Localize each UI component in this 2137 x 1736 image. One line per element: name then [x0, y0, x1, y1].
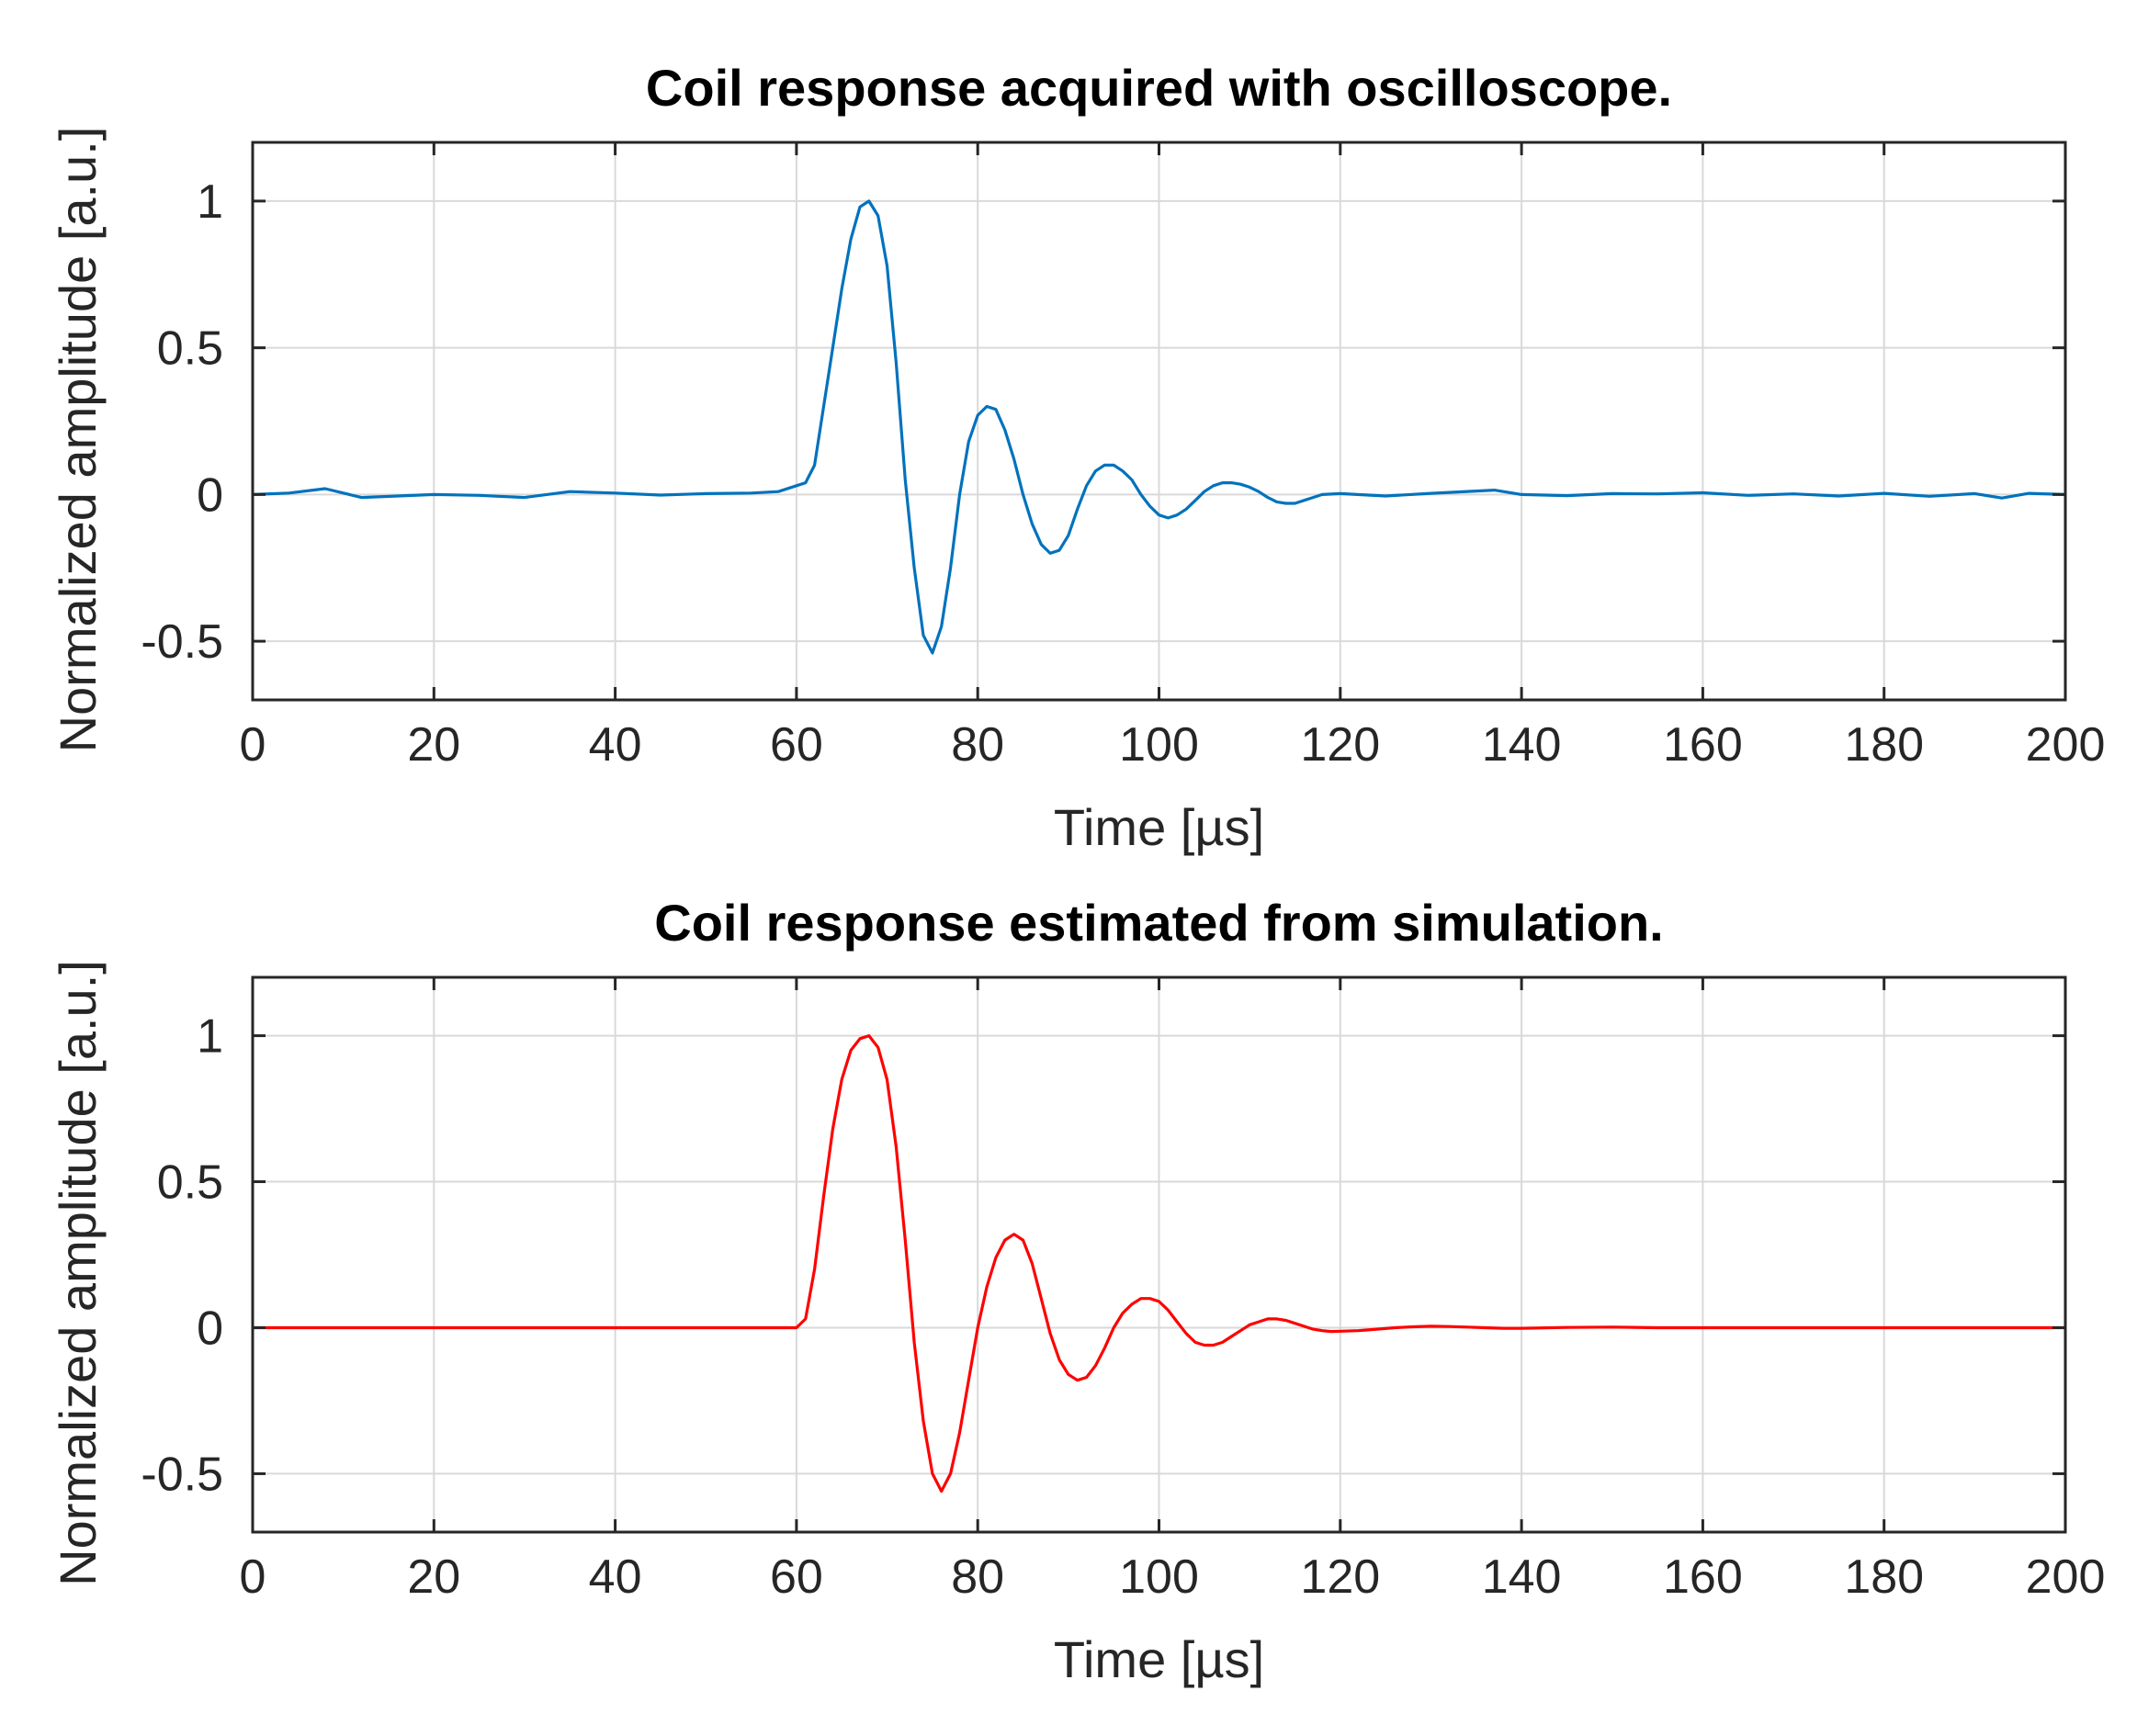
- y-axis-label: Normalized amplitude [a.u.]: [49, 127, 107, 753]
- x-tick-label: 100: [1119, 718, 1199, 772]
- y-tick-label: 0.5: [157, 322, 223, 376]
- x-tick-label: 40: [589, 1550, 642, 1604]
- chart-panel-2: 0 20 40 60 80 100 120 140 160 180 200 -0.5 0 0.5 1 Coil…: [49, 894, 2105, 1688]
- data-series-line-1: [252, 199, 2066, 655]
- x-tick-label: 0: [240, 1550, 266, 1604]
- x-tick-label: 80: [951, 1550, 1004, 1604]
- x-tick-label: 20: [407, 718, 460, 772]
- y-tick-label: -0.5: [141, 1448, 223, 1501]
- x-tick-label: 180: [1844, 718, 1924, 772]
- x-tick-label: 0: [240, 718, 266, 772]
- x-tick-label: 140: [1482, 1550, 1562, 1604]
- x-tick-label: 200: [2026, 1550, 2106, 1604]
- y-tick-label: 0.5: [157, 1156, 223, 1210]
- x-tick-label: 180: [1844, 1550, 1924, 1604]
- x-tick-label: 20: [407, 1550, 460, 1604]
- y-tick-label: 1: [197, 175, 223, 229]
- x-tick-label: 60: [770, 718, 823, 772]
- x-axis-label: Time [µs]: [1054, 1630, 1264, 1688]
- x-tick-label: 160: [1663, 1550, 1743, 1604]
- x-tick-label: 40: [589, 718, 642, 772]
- y-tick-label: 1: [197, 1010, 223, 1064]
- x-tick-label: 100: [1119, 1550, 1199, 1604]
- x-tick-label: 60: [770, 1550, 823, 1604]
- x-tick-label: 80: [951, 718, 1004, 772]
- x-tick-label: 160: [1663, 718, 1743, 772]
- x-tick-label: 140: [1482, 718, 1562, 772]
- x-tick-label: 120: [1300, 1550, 1380, 1604]
- y-axis-label: Normalized amplitude [a.u.]: [49, 960, 107, 1586]
- x-axis-label: Time [µs]: [1054, 798, 1264, 856]
- x-tick-label: 120: [1300, 718, 1380, 772]
- chart-title: Coil response acquired with oscilloscope…: [646, 59, 1672, 117]
- chart-panel-1: 0 20 40 60 80 100 120 140 160 180 200 -0.5 0 0.5 1 Coil…: [49, 59, 2105, 856]
- data-series-line-1: [253, 1033, 2065, 1494]
- y-tick-label: 0: [197, 468, 223, 522]
- chart-title: Coil response estimated from simulation.: [654, 894, 1663, 952]
- y-tick-label: -0.5: [141, 615, 223, 669]
- y-tick-label: 0: [197, 1302, 223, 1355]
- x-tick-label: 200: [2026, 718, 2106, 772]
